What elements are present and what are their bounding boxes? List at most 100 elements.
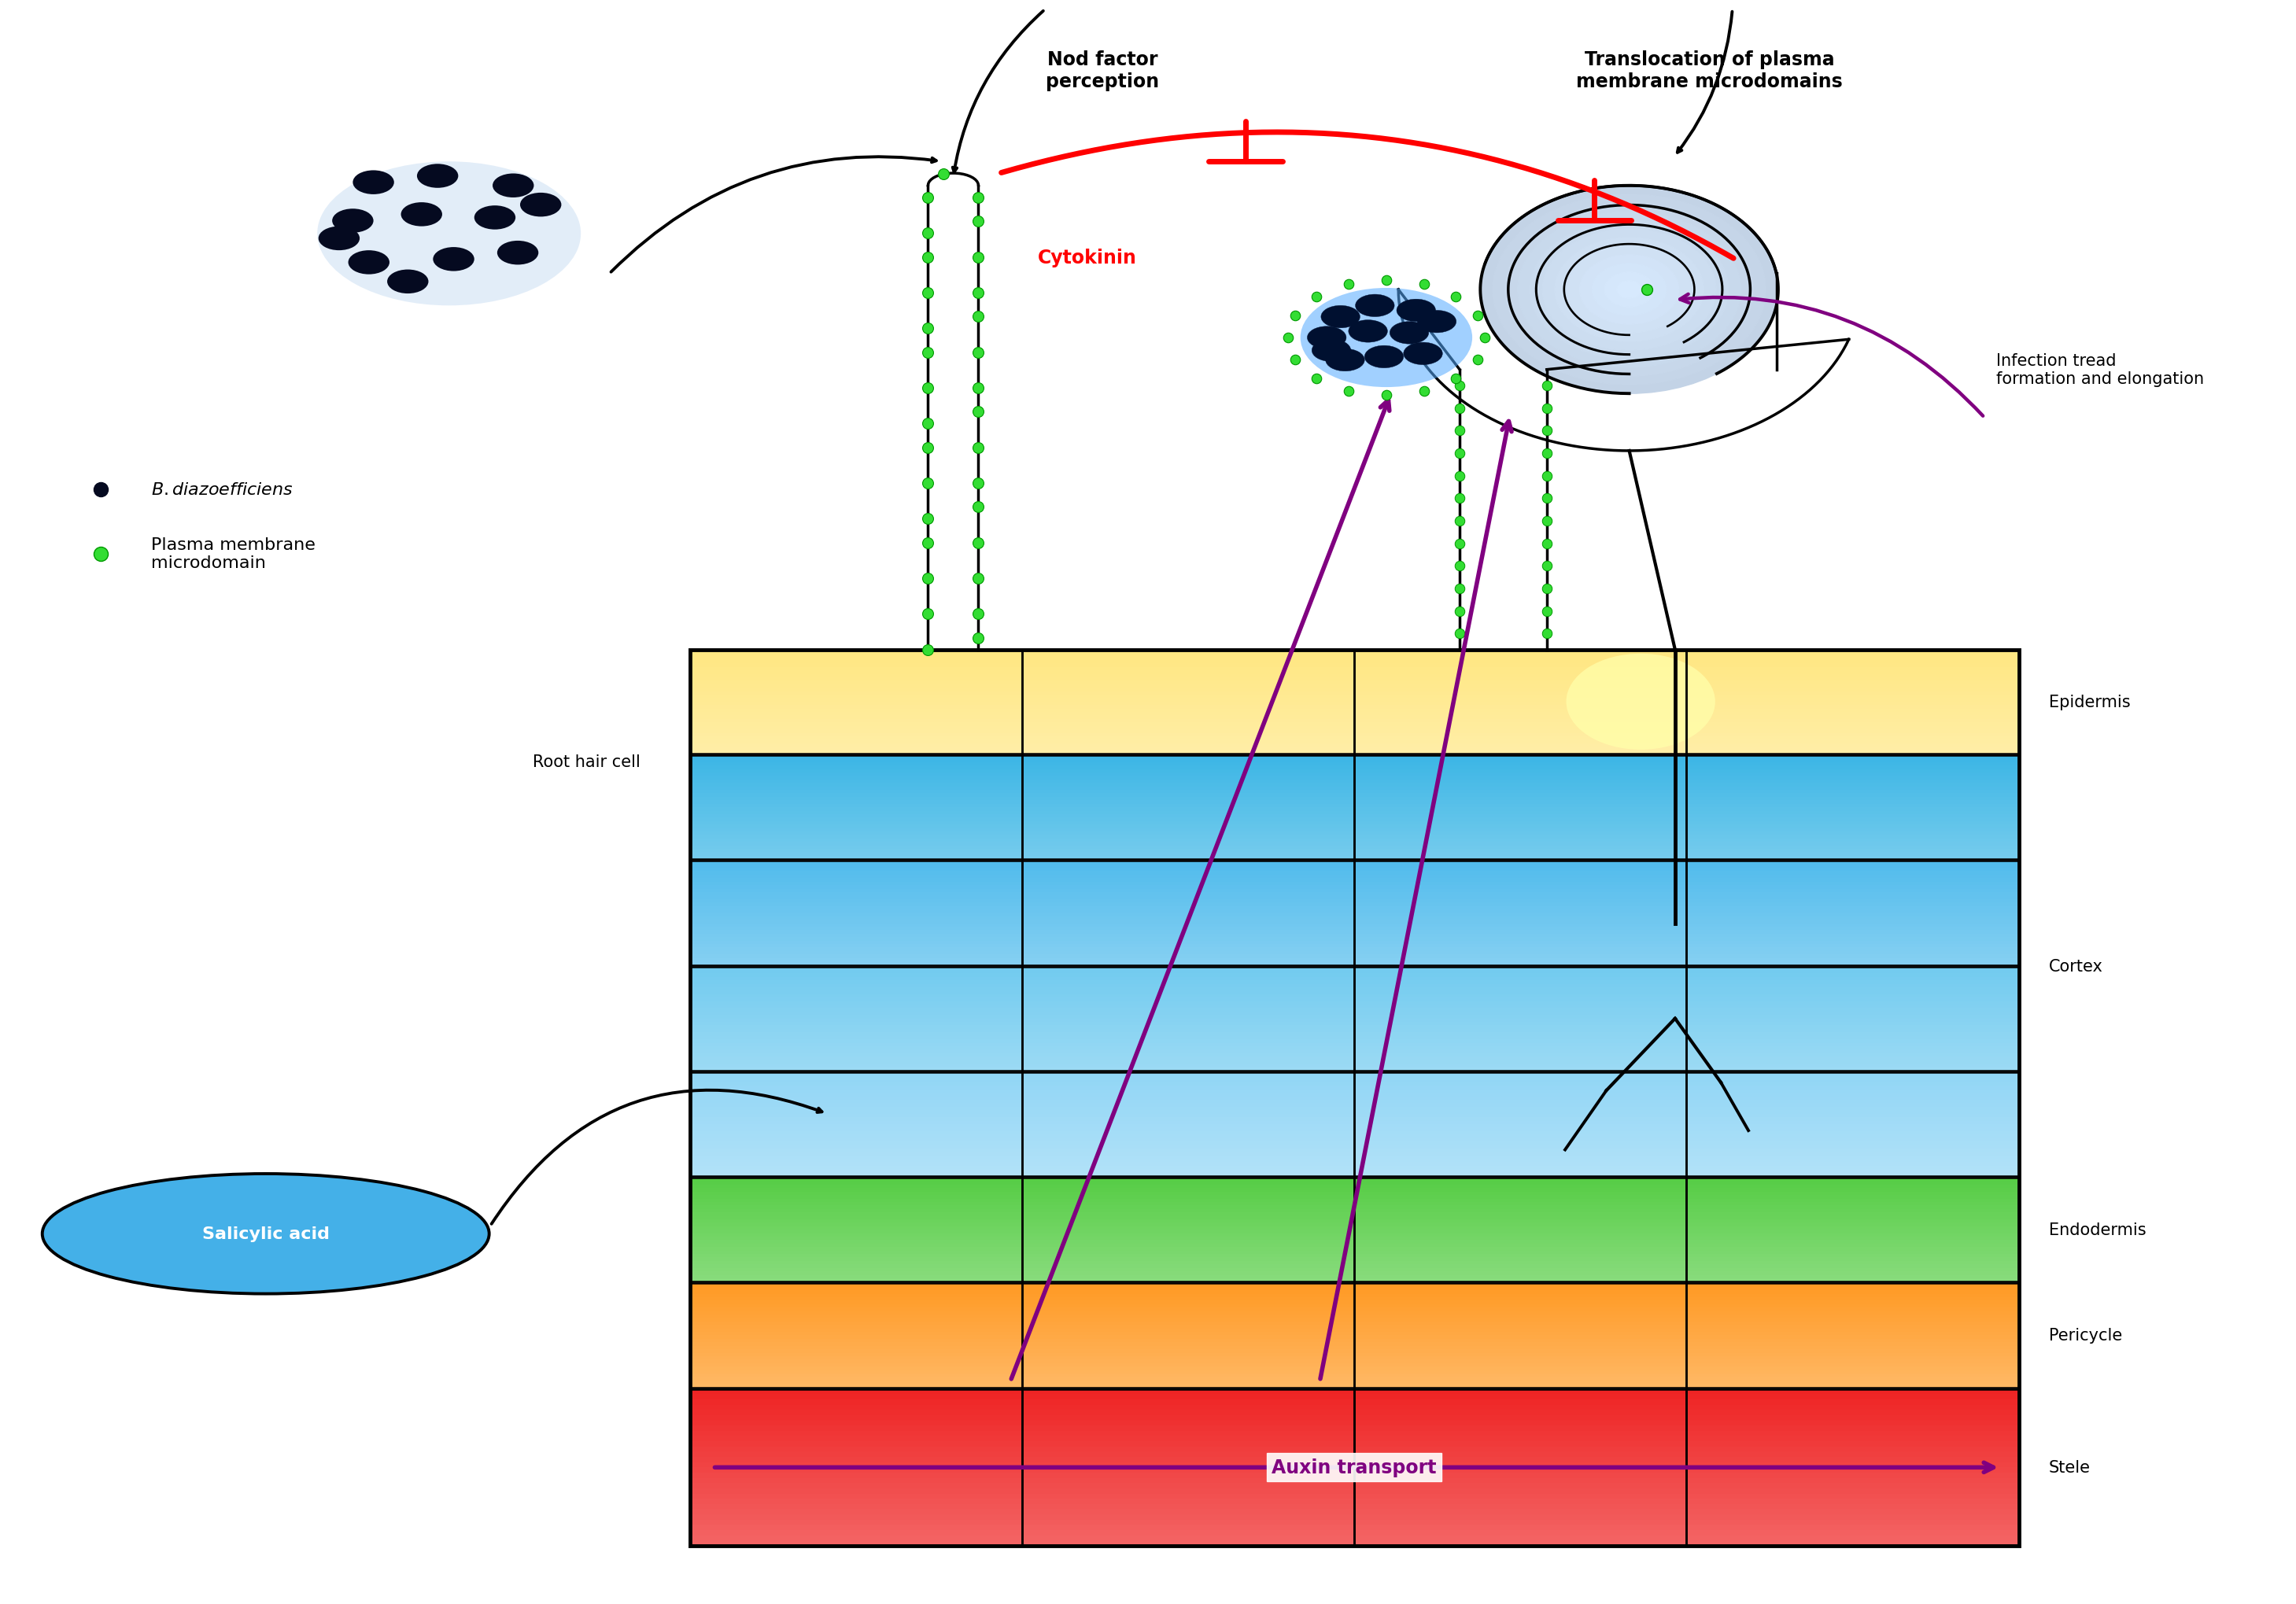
Bar	[689, 1405, 1022, 1410]
Bar	[1022, 1378, 1355, 1381]
Circle shape	[1554, 237, 1704, 342]
Bar	[1688, 1275, 2018, 1278]
Bar	[1688, 1447, 2018, 1452]
Bar	[689, 1104, 1022, 1107]
Bar	[1355, 709, 1688, 712]
Bar	[1688, 1336, 2018, 1339]
Bar	[1355, 1405, 1688, 1410]
Bar	[1688, 1243, 2018, 1248]
Ellipse shape	[1417, 311, 1456, 334]
Bar	[1022, 703, 1355, 706]
Bar	[1688, 780, 2018, 783]
Bar	[1022, 797, 1355, 800]
Bar	[1355, 1373, 1688, 1378]
Bar	[689, 954, 1022, 958]
Bar	[689, 970, 1022, 974]
Bar	[1022, 1389, 1355, 1546]
Bar	[1022, 937, 1355, 942]
Bar	[1688, 1073, 2018, 1076]
Bar	[689, 1039, 1022, 1043]
Bar	[1688, 744, 2018, 747]
Bar	[689, 1046, 1022, 1051]
Bar	[1688, 1248, 2018, 1251]
Bar	[1355, 1079, 1688, 1083]
Bar	[1355, 1019, 1688, 1022]
Bar	[1022, 723, 1355, 727]
Bar	[1355, 1039, 1688, 1043]
Bar	[689, 1004, 1022, 1009]
Bar	[689, 1169, 1022, 1173]
Bar	[1355, 994, 1688, 998]
Bar	[1688, 1405, 2018, 1410]
Bar	[1688, 1360, 2018, 1363]
Bar	[1355, 1057, 1688, 1060]
Bar	[1688, 845, 2018, 849]
Bar	[1355, 828, 1688, 832]
Bar	[1688, 1118, 2018, 1121]
Bar	[1022, 849, 1355, 853]
Bar	[689, 755, 1022, 759]
Bar	[1022, 1261, 1355, 1264]
Bar	[1688, 824, 2018, 828]
Bar	[1688, 1128, 2018, 1131]
Bar	[1355, 1025, 1688, 1030]
Bar	[1355, 1346, 1688, 1349]
Bar	[1355, 658, 1688, 661]
Bar	[689, 1022, 1022, 1025]
Bar	[1688, 1089, 2018, 1094]
Bar	[689, 1421, 1022, 1426]
Bar	[1022, 794, 1355, 797]
Bar	[1688, 1389, 2018, 1394]
Bar	[1022, 776, 1355, 780]
Bar	[1022, 948, 1355, 951]
Bar	[689, 1201, 1022, 1206]
Bar	[1355, 780, 1688, 783]
Bar	[1688, 1222, 2018, 1227]
Bar	[689, 1325, 1022, 1328]
Bar	[1688, 1025, 2018, 1030]
Bar	[1022, 1286, 1355, 1291]
Bar	[689, 800, 1022, 804]
Bar	[1022, 1012, 1355, 1015]
Bar	[1355, 1294, 1688, 1298]
Bar	[689, 715, 1022, 719]
Bar	[1022, 1463, 1355, 1468]
Bar	[1022, 842, 1355, 845]
Bar	[1022, 1192, 1355, 1195]
Bar	[1355, 1004, 1688, 1009]
Bar	[1688, 1291, 2018, 1294]
Bar	[1022, 1054, 1355, 1057]
Bar	[1355, 1237, 1688, 1240]
Bar	[1688, 685, 2018, 688]
Bar	[689, 945, 1022, 948]
Bar	[1022, 1051, 1355, 1054]
Bar	[1022, 892, 1355, 897]
Bar	[1022, 1498, 1355, 1505]
Bar	[1355, 1121, 1688, 1124]
Bar	[1688, 1169, 2018, 1173]
Bar	[689, 942, 1022, 945]
Bar	[1688, 1442, 2018, 1447]
Bar	[1688, 916, 2018, 921]
Bar	[689, 719, 1022, 723]
Bar	[1355, 1498, 1688, 1505]
Bar	[1355, 1394, 1688, 1400]
Bar	[1355, 980, 1688, 985]
Bar	[1022, 1219, 1355, 1222]
Text: Infection tread
formation and elongation: Infection tread formation and elongation	[1995, 353, 2204, 387]
Bar	[1022, 1456, 1355, 1463]
Bar	[689, 1489, 1022, 1493]
Bar	[689, 755, 1022, 860]
Bar	[1355, 1331, 1688, 1336]
Bar	[1022, 653, 1355, 658]
Bar	[689, 853, 1022, 857]
Bar	[1022, 1073, 1355, 1176]
Bar	[1688, 804, 2018, 807]
Bar	[689, 1100, 1022, 1104]
Bar	[1688, 1370, 2018, 1373]
Bar	[1355, 1067, 1688, 1071]
Bar	[1022, 1294, 1355, 1298]
Bar	[689, 1283, 1022, 1387]
Bar	[1688, 962, 2018, 966]
Bar	[1688, 751, 2018, 754]
